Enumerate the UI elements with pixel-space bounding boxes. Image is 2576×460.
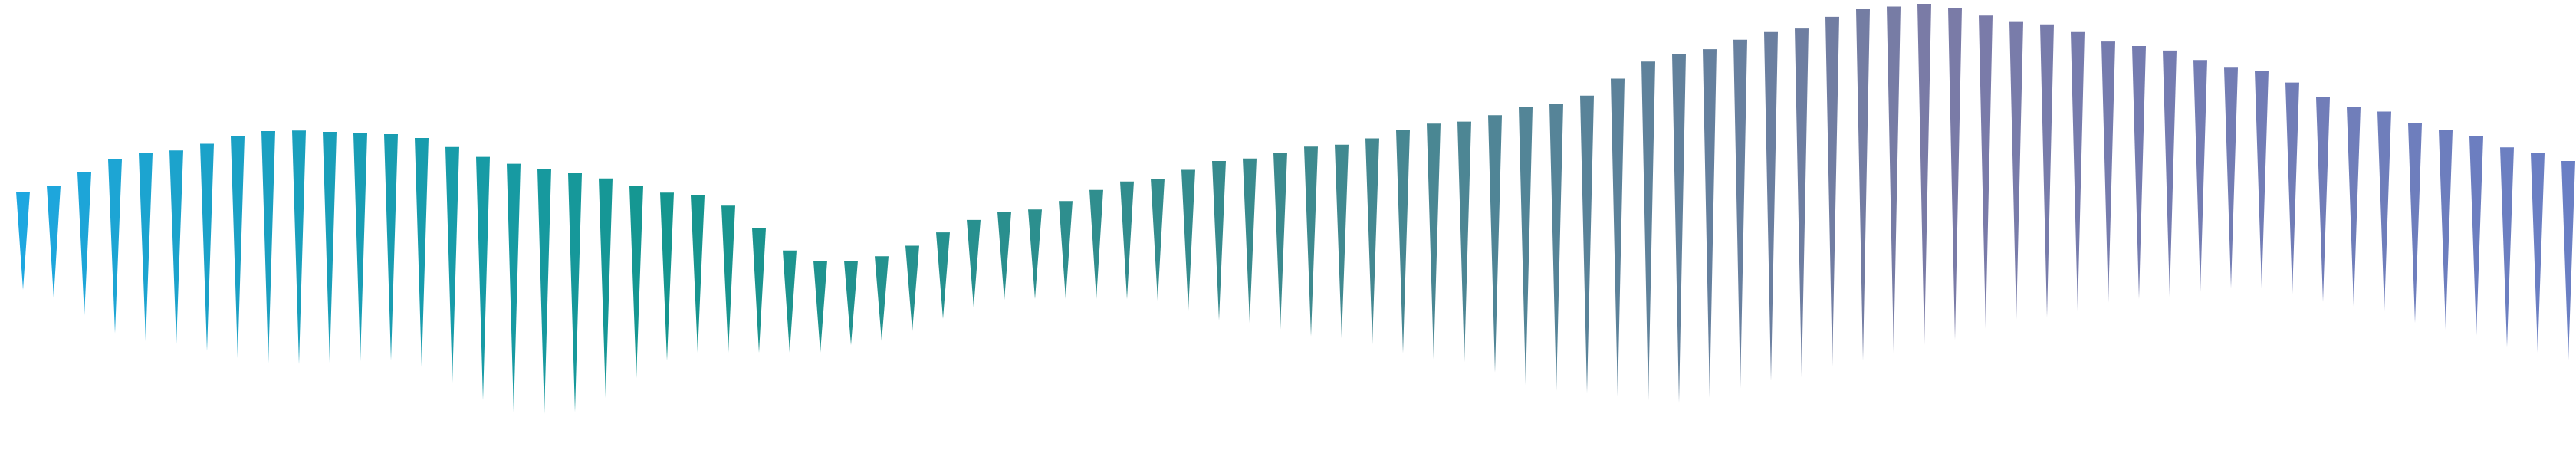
wave-spike	[1488, 115, 1502, 373]
wave-spike	[1457, 121, 1471, 363]
wave-spike	[1887, 6, 1901, 353]
wave-spike	[2500, 147, 2514, 347]
wave-spike	[200, 143, 214, 351]
wave-spike	[1151, 179, 1165, 301]
wave-spike	[2531, 153, 2545, 353]
wave-spike	[1120, 181, 1134, 299]
wave-spike	[77, 172, 91, 316]
wave-spike	[16, 192, 30, 290]
wave-spike	[1917, 4, 1931, 345]
wave-spike	[1733, 39, 1747, 389]
wave-spike	[2132, 46, 2146, 299]
wave-spike	[783, 250, 797, 353]
wave-spike	[599, 178, 613, 399]
wave-spike	[445, 146, 459, 383]
wave-spike	[1028, 209, 1042, 299]
wave-spike	[844, 261, 858, 345]
wave-spike	[2439, 130, 2453, 330]
wave-spike	[1273, 153, 1287, 330]
wave-spike	[2071, 31, 2085, 311]
wave-spike	[384, 134, 398, 360]
wave-spike	[2285, 82, 2299, 294]
wave-spike	[2009, 21, 2023, 320]
wave-spike	[108, 159, 122, 334]
wave-spike	[1672, 54, 1686, 402]
wave-spike	[2193, 60, 2207, 292]
wave-spike	[1396, 130, 1410, 353]
wave-spike	[568, 173, 582, 412]
wave-spike	[2101, 41, 2115, 303]
wave-spike	[1611, 78, 1625, 397]
wave-spike	[752, 228, 766, 353]
wave-spike	[905, 245, 919, 331]
wave-spike	[1795, 28, 1809, 378]
wave-spike	[292, 130, 306, 364]
wave-spike	[1825, 16, 1839, 367]
wave-spike	[2408, 123, 2422, 323]
wave-spike	[2469, 136, 2483, 336]
wave-spike	[997, 212, 1011, 301]
wave-spike	[2255, 71, 2269, 289]
wave-spike	[1549, 104, 1563, 391]
wave-spike	[1519, 107, 1533, 386]
wave-spike	[1580, 95, 1594, 393]
wave-spike	[1243, 158, 1257, 324]
wave-spike	[139, 153, 153, 341]
wave-spike	[47, 186, 61, 298]
wave-spike	[1212, 161, 1226, 320]
wave-spike	[507, 163, 521, 412]
wave-spike	[2377, 111, 2391, 311]
wave-spike	[2224, 67, 2238, 288]
wave-spike	[813, 261, 827, 353]
wave-spike	[261, 131, 275, 363]
wave-spike	[691, 196, 705, 353]
wave-spike	[353, 133, 367, 361]
wave-spike	[476, 156, 490, 400]
wave-spike	[1979, 15, 1993, 329]
wave-spike	[537, 169, 551, 414]
wave-spike	[1181, 169, 1195, 310]
wave-spike	[1365, 138, 1379, 345]
wave-spike	[323, 132, 337, 363]
wave-spike	[2163, 50, 2177, 297]
wave-spike	[231, 136, 245, 359]
wave-spike	[1059, 201, 1073, 299]
wave-spike	[875, 256, 889, 341]
wave-spike	[1335, 144, 1349, 339]
wave-spike	[967, 219, 981, 307]
wave-spike	[2347, 107, 2361, 307]
wave-spike	[1948, 8, 1962, 340]
wave-spike	[1089, 189, 1103, 299]
wave-spike	[660, 192, 674, 361]
wave-spike	[2040, 24, 2054, 317]
wave-spike	[1641, 61, 1655, 401]
wave-spike	[721, 205, 735, 353]
wave-spike	[2561, 161, 2575, 360]
wave-spike	[169, 150, 183, 344]
wave-spike	[629, 186, 643, 379]
wave-spike	[2316, 97, 2330, 302]
wave-spike	[1304, 146, 1318, 337]
wave-spike	[415, 138, 429, 367]
wave-spike	[1703, 49, 1717, 399]
wave-spike	[936, 232, 950, 319]
wave-spike	[1764, 31, 1778, 381]
wave-spike	[1856, 9, 1870, 360]
wave-spike	[1427, 123, 1441, 360]
